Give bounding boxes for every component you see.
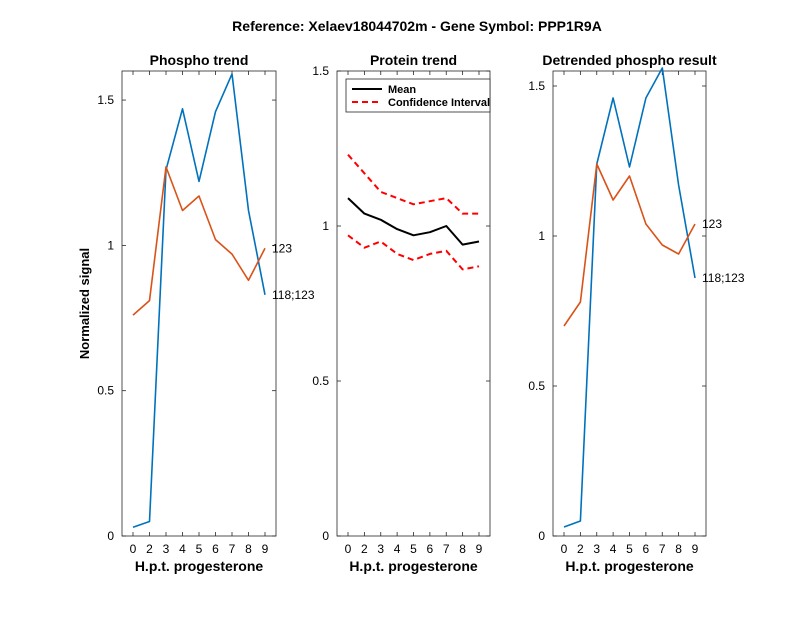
panel-title: Phospho trend [150,52,249,68]
y-tick-label: 0 [538,529,545,543]
x-tick-label: 6 [212,542,219,556]
x-tick-label: 3 [163,542,170,556]
series-line-123 [132,166,266,316]
x-tick-label: 9 [262,542,269,556]
y-tick-label: 0.5 [97,384,114,398]
x-tick-label: 9 [476,542,483,556]
x-tick-label: 0 [345,542,352,556]
x-tick-label: 0 [130,542,137,556]
series-end-label: 118;123 [702,271,745,285]
y-axis-label: Normalized signal [77,248,92,359]
x-tick-label: 2 [577,542,584,556]
x-tick-label: 3 [377,542,384,556]
y-tick-label: 0 [322,529,329,543]
series-end-label: 118;123 [272,288,315,302]
legend-entry: Mean [388,84,416,96]
x-tick-label: 8 [245,542,252,556]
y-tick-label: 1 [322,219,329,233]
x-axis-label: H.p.t. progesterone [565,558,694,574]
x-tick-label: 5 [196,542,203,556]
series-line-118-123 [563,67,696,528]
y-tick-label: 1 [107,238,114,252]
x-tick-label: 4 [179,542,186,556]
x-tick-label: 6 [427,542,434,556]
x-tick-label: 8 [459,542,466,556]
x-tick-label: 6 [643,542,650,556]
x-tick-label: 7 [443,542,450,556]
x-tick-label: 5 [410,542,417,556]
legend-box [345,78,491,113]
x-tick-label: 7 [229,542,236,556]
x-tick-label: 0 [561,542,568,556]
series-line-123 [563,163,696,327]
x-tick-label: 2 [146,542,153,556]
x-tick-label: 9 [692,542,699,556]
series-line-confidence-interval [347,154,479,215]
y-tick-label: 0.5 [312,374,329,388]
y-tick-label: 0.5 [528,379,545,393]
series-line-mean [347,197,480,246]
y-tick-label: 1.5 [97,93,114,107]
x-axis-label: H.p.t. progesterone [135,558,264,574]
y-tick-label: 1.5 [528,79,545,93]
y-tick-label: 1 [538,229,545,243]
series-end-label: 123 [702,217,722,231]
x-tick-label: 4 [610,542,617,556]
panel-title: Detrended phospho result [542,52,717,68]
x-tick-label: 8 [675,542,682,556]
series-line-118-123 [132,73,266,529]
figure-suptitle: Reference: Xelaev18044702m - Gene Symbol… [232,18,602,34]
panel-title: Protein trend [370,52,457,68]
x-tick-label: 2 [361,542,368,556]
series-end-label: 123 [272,241,292,255]
y-tick-label: 0 [107,529,114,543]
y-tick-label: 1.5 [312,64,329,78]
x-tick-label: 4 [394,542,401,556]
x-tick-label: 3 [593,542,600,556]
legend-entry: Confidence Interval [388,97,490,109]
x-tick-label: 5 [626,542,633,556]
x-tick-label: 7 [659,542,666,556]
x-axis-label: H.p.t. progesterone [349,558,478,574]
